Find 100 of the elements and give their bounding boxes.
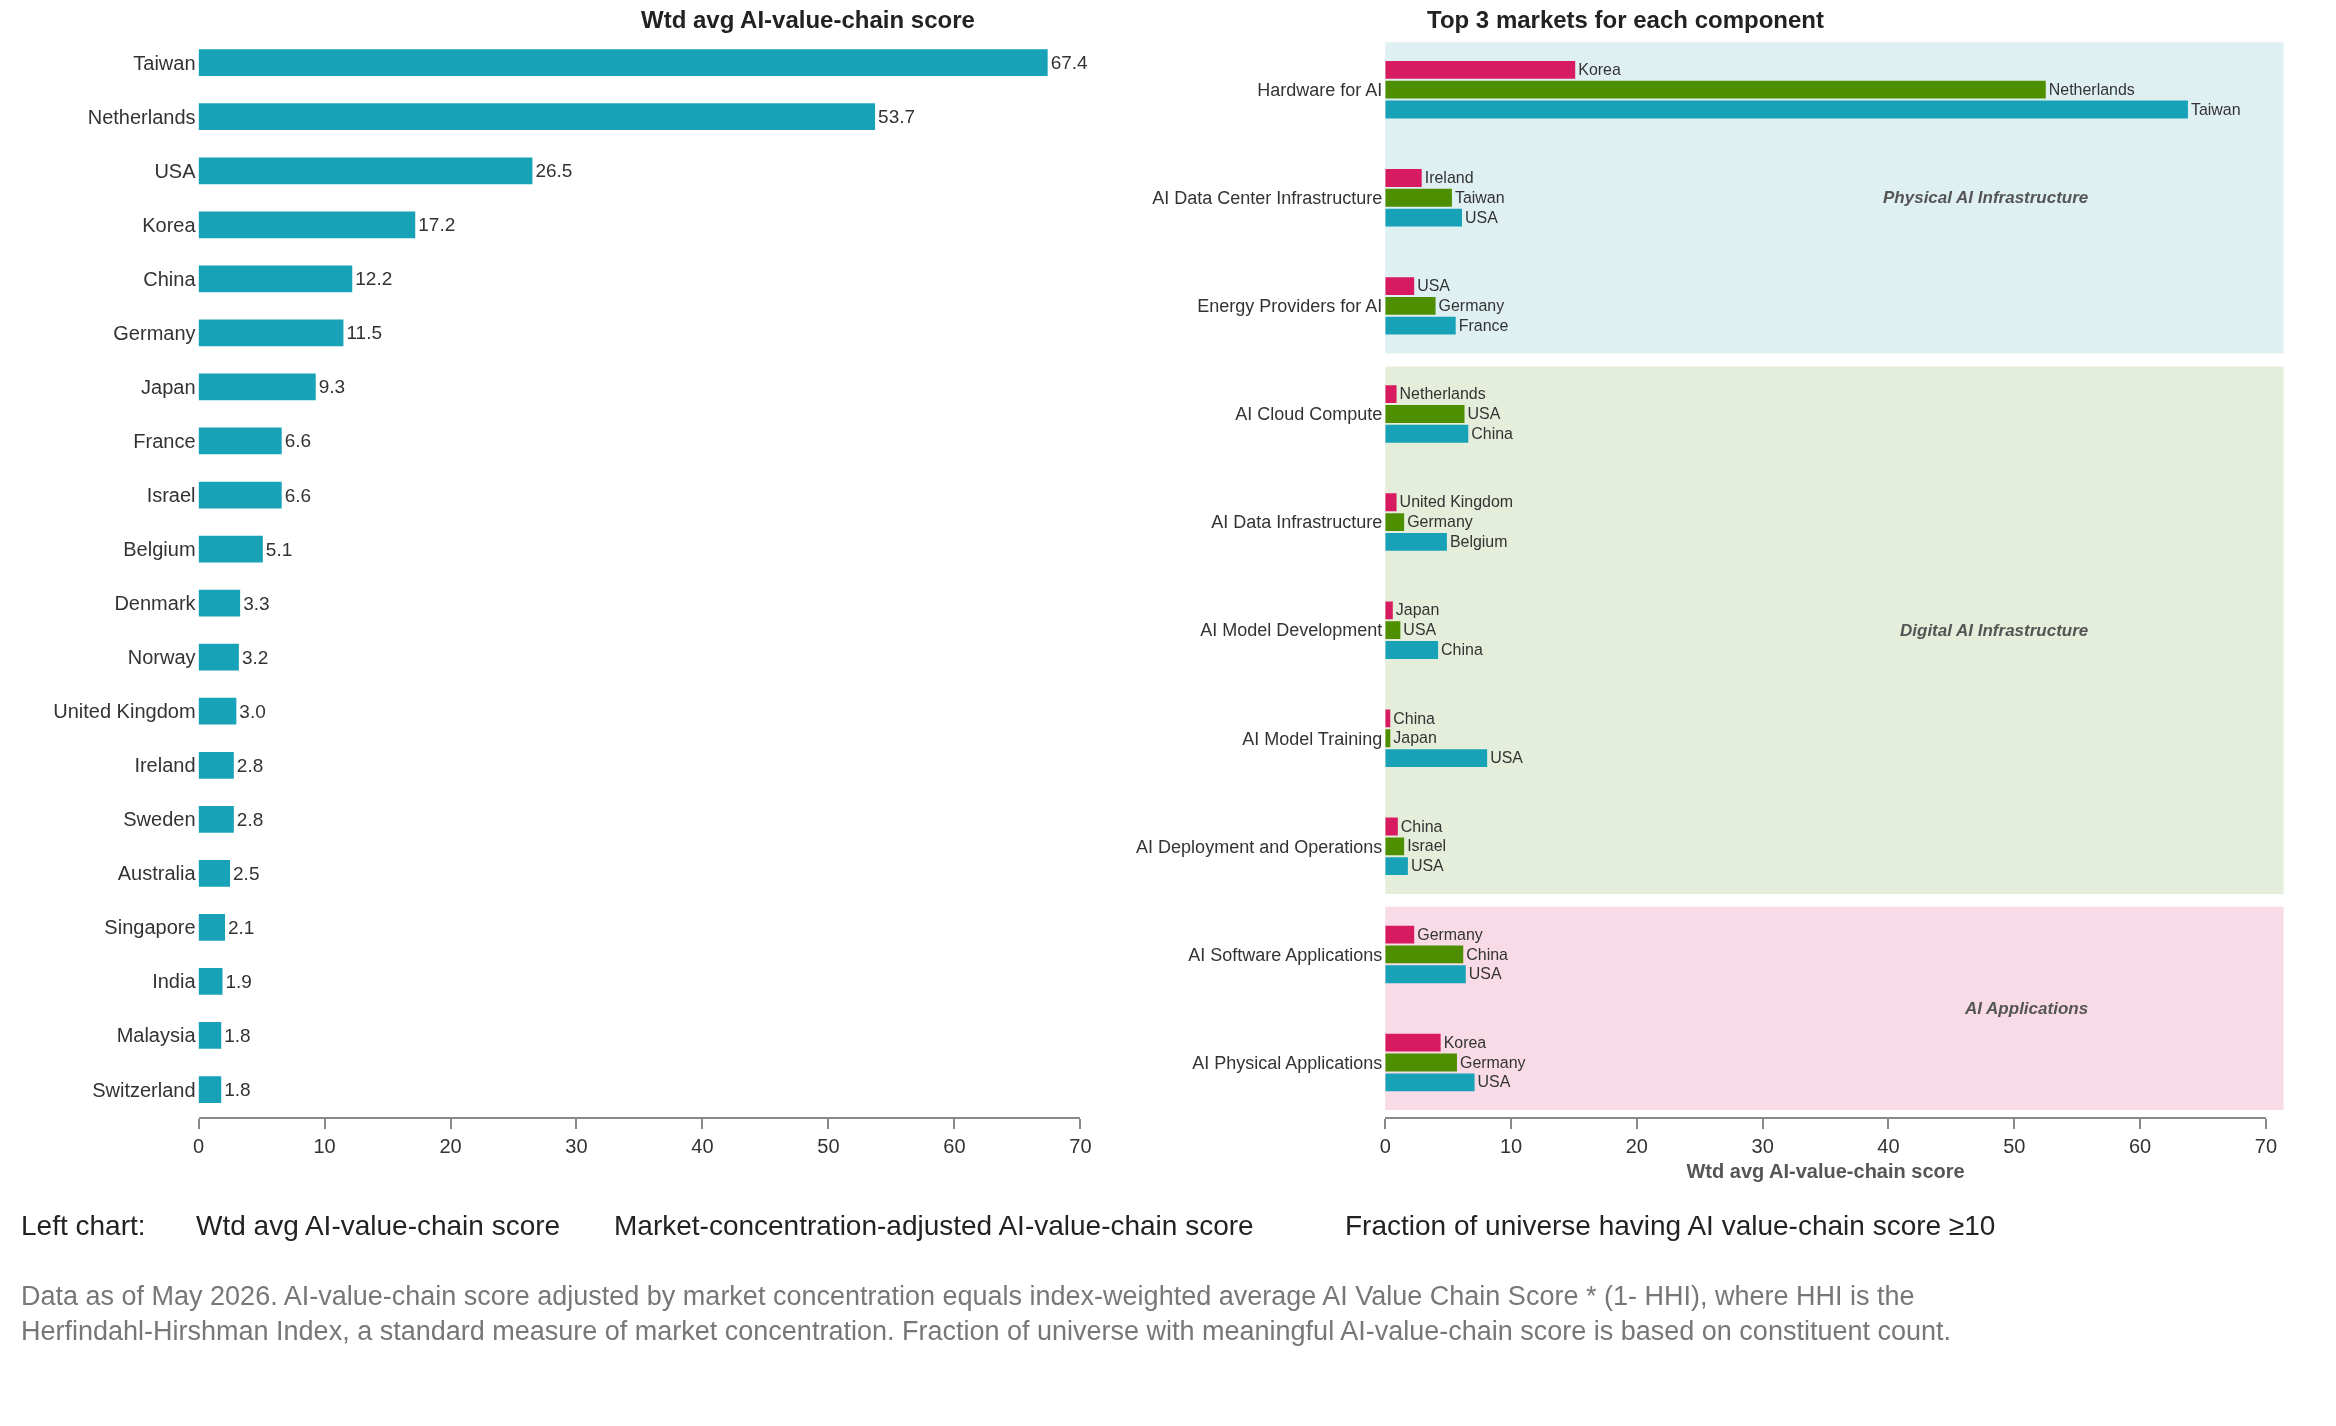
- text: Left chart:: [21, 1210, 146, 1241]
- data-label: USA: [1465, 208, 1499, 226]
- bar: [198, 697, 237, 725]
- y-tick-label: Netherlands: [87, 105, 196, 128]
- data-label: 3.0: [239, 700, 266, 722]
- data-label: United Kingdom: [1399, 493, 1514, 511]
- x-tick-label: 0: [1379, 1134, 1391, 1157]
- data-label: Ireland: [1424, 169, 1474, 187]
- data-label: USA: [1467, 405, 1501, 423]
- y-tick-label: Ireland: [134, 754, 196, 777]
- y-tick-label: AI Cloud Compute: [1235, 404, 1383, 425]
- x-tick-label: 20: [439, 1134, 462, 1157]
- bar: [1385, 316, 1456, 335]
- data-label: 26.5: [535, 160, 573, 182]
- bar: [1385, 621, 1401, 640]
- data-label: USA: [1403, 621, 1437, 639]
- bar: [198, 265, 353, 293]
- x-axis-title: Wtd avg AI-value-chain score: [1686, 1159, 1965, 1182]
- y-tick-label: Israel: [146, 484, 196, 507]
- chart-title: Wtd avg AI-value-chain score: [641, 6, 975, 33]
- y-tick-label: Australia: [117, 862, 197, 885]
- data-label: 11.5: [346, 322, 383, 344]
- bar: [1385, 817, 1398, 836]
- data-label: China: [1400, 817, 1443, 835]
- data-label: France: [1458, 316, 1509, 334]
- data-label: 3.3: [243, 592, 270, 614]
- data-label: China: [1393, 709, 1436, 727]
- data-label: 2.8: [236, 754, 264, 776]
- bar: [1385, 424, 1469, 443]
- bar: [1385, 837, 1405, 856]
- y-tick-label: India: [152, 970, 197, 993]
- data-label: 9.3: [318, 376, 346, 398]
- y-tick-label: China: [143, 267, 197, 290]
- band-label: Digital AI Infrastructure: [1900, 621, 2089, 640]
- text: Fraction of universe having AI value-chain score ≥10: [1345, 1210, 1996, 1241]
- x-tick-label: 20: [1625, 1134, 1648, 1157]
- data-label: 1.8: [224, 1024, 251, 1046]
- y-tick-label: France: [133, 429, 196, 452]
- y-tick-label: AI Physical Applications: [1192, 1052, 1383, 1073]
- data-label: Germany: [1407, 513, 1473, 531]
- y-tick-label: AI Data Center Infrastructure: [1152, 188, 1383, 209]
- bar: [198, 103, 876, 131]
- bar: [1385, 641, 1439, 659]
- data-label: USA: [1410, 857, 1445, 875]
- x-tick-label: 60: [943, 1134, 966, 1157]
- data-label: 6.6: [284, 430, 312, 452]
- data-label: Germany: [1417, 925, 1483, 943]
- y-tick-label: Germany: [113, 321, 196, 344]
- y-tick-label: Malaysia: [116, 1024, 197, 1047]
- bar: [1385, 532, 1447, 551]
- chart-title: Top 3 markets for each component: [1427, 6, 1824, 33]
- data-label: USA: [1490, 749, 1524, 767]
- x-tick-label: 10: [313, 1134, 336, 1157]
- bar: [198, 1076, 222, 1103]
- data-label: 1.9: [225, 970, 252, 992]
- bar: [1385, 965, 1466, 984]
- bar: [198, 49, 1048, 77]
- y-tick-label: Korea: [142, 213, 197, 236]
- x-tick-label: 60: [2128, 1134, 2152, 1157]
- bar: [1385, 80, 2046, 99]
- bar: [1385, 493, 1397, 512]
- bar: [198, 211, 416, 239]
- data-label: China: [1466, 945, 1509, 963]
- x-tick-label: 70: [2254, 1134, 2278, 1157]
- data-label: Germany: [1459, 1053, 1526, 1071]
- y-tick-label: Japan: [141, 375, 196, 398]
- band-label: Physical AI Infrastructure: [1883, 188, 2089, 207]
- x-tick-label: 30: [1751, 1134, 1774, 1157]
- bar: [1385, 513, 1405, 531]
- x-tick-label: 40: [691, 1134, 714, 1157]
- y-tick-label: Hardware for AI: [1257, 80, 1383, 100]
- data-label: Netherlands: [1399, 385, 1486, 403]
- bar: [1385, 945, 1464, 964]
- data-label: Belgium: [1449, 533, 1508, 551]
- data-label: Netherlands: [2048, 80, 2135, 98]
- data-label: 67.4: [1050, 52, 1089, 74]
- bar: [1385, 749, 1488, 767]
- y-tick-label: Singapore: [104, 916, 196, 939]
- y-tick-label: Denmark: [114, 592, 197, 615]
- bar: [1385, 601, 1393, 620]
- data-label: 2.1: [228, 916, 255, 938]
- bar: [198, 968, 223, 995]
- y-tick-label: United Kingdom: [53, 700, 196, 723]
- y-tick-label: Norway: [127, 646, 196, 669]
- bar: [198, 805, 234, 833]
- bar: [198, 427, 282, 455]
- y-tick-label: Energy Providers for AI: [1197, 296, 1383, 317]
- x-tick-label: 30: [565, 1134, 588, 1157]
- y-tick-label: Taiwan: [133, 51, 196, 74]
- data-label: 6.6: [284, 484, 312, 506]
- x-tick-label: 50: [2003, 1134, 2026, 1157]
- bar: [198, 589, 241, 617]
- bar: [198, 535, 263, 563]
- bar: [1385, 188, 1452, 207]
- data-label: USA: [1477, 1073, 1511, 1091]
- data-label: China: [1471, 424, 1514, 442]
- y-tick-label: USA: [154, 159, 197, 182]
- x-tick-label: 10: [1499, 1134, 1523, 1157]
- bar: [198, 859, 231, 887]
- bar: [198, 643, 239, 671]
